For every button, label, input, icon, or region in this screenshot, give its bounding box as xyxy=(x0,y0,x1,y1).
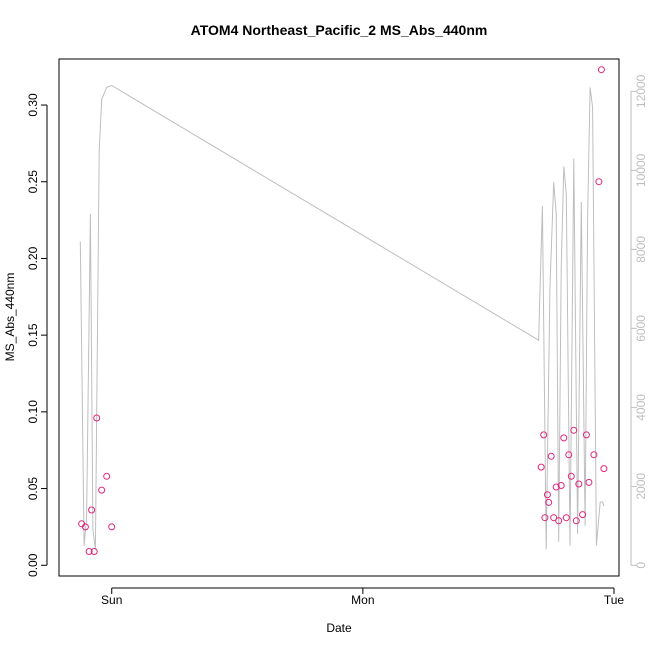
y-tick-label-left: 0.20 xyxy=(26,246,40,270)
line-layer xyxy=(79,84,605,550)
x-axis: Sun Mon Tue xyxy=(101,587,625,607)
data-point xyxy=(572,517,580,525)
y-axis-right: 0 2000 4000 6000 8000 10000 12000 xyxy=(630,74,648,569)
y-tick-label-left: 0.30 xyxy=(26,93,40,117)
data-point xyxy=(570,426,578,434)
y-axis-left: 0.00 0.05 0.10 0.15 0.20 0.25 0.30 xyxy=(26,93,48,577)
x-tick-label: Mon xyxy=(351,593,374,607)
data-point xyxy=(597,66,605,74)
y-tick-label-right: 4000 xyxy=(634,394,648,421)
data-point xyxy=(88,506,96,514)
data-point xyxy=(560,434,568,442)
x-tick-label: Tue xyxy=(604,593,625,607)
y-tick-label-left: 0.10 xyxy=(26,400,40,424)
y-tick-label-left: 0.00 xyxy=(26,553,40,577)
data-point xyxy=(103,472,111,480)
data-point xyxy=(537,463,545,471)
data-point xyxy=(557,482,565,489)
data-point xyxy=(562,514,570,522)
y-tick-label-left: 0.05 xyxy=(26,477,40,501)
data-point xyxy=(575,480,583,488)
data-point xyxy=(90,548,98,555)
point-layer xyxy=(78,66,608,555)
x-tick-label: Sun xyxy=(101,593,122,607)
y-tick-label-left: 0.15 xyxy=(26,323,40,347)
y-tick-label-right: 8000 xyxy=(634,236,648,263)
data-point xyxy=(545,498,553,506)
data-point xyxy=(108,523,116,531)
y-tick-label-right: 12000 xyxy=(634,74,648,108)
data-point xyxy=(81,523,89,531)
plot-frame xyxy=(58,58,620,577)
data-point xyxy=(600,465,608,473)
data-point xyxy=(540,431,548,439)
data-point xyxy=(565,451,573,459)
data-point xyxy=(595,178,603,186)
y-tick-label-left: 0.25 xyxy=(26,170,40,194)
data-point xyxy=(85,548,93,555)
data-point xyxy=(590,451,598,459)
data-point xyxy=(552,483,560,491)
data-point xyxy=(579,511,587,519)
data-point xyxy=(585,478,593,486)
data-point xyxy=(541,514,549,522)
data-point xyxy=(550,514,558,522)
data-point xyxy=(93,414,101,422)
data-point xyxy=(567,472,575,480)
data-point xyxy=(582,431,590,439)
data-point xyxy=(543,491,551,499)
y-tick-label-right: 0 xyxy=(634,562,648,569)
y-tick-label-right: 10000 xyxy=(634,153,648,187)
data-point xyxy=(555,517,563,525)
y-axis-label: MS_Abs_440nm xyxy=(3,273,17,362)
data-point xyxy=(547,452,555,460)
chart-title: ATOM4 Northeast_Pacific_2 MS_Abs_440nm xyxy=(191,22,488,38)
series-line xyxy=(79,84,605,550)
x-axis-label: Date xyxy=(326,621,352,635)
data-point xyxy=(98,486,106,494)
y-tick-label-right: 6000 xyxy=(634,315,648,342)
y-tick-label-right: 2000 xyxy=(634,473,648,500)
